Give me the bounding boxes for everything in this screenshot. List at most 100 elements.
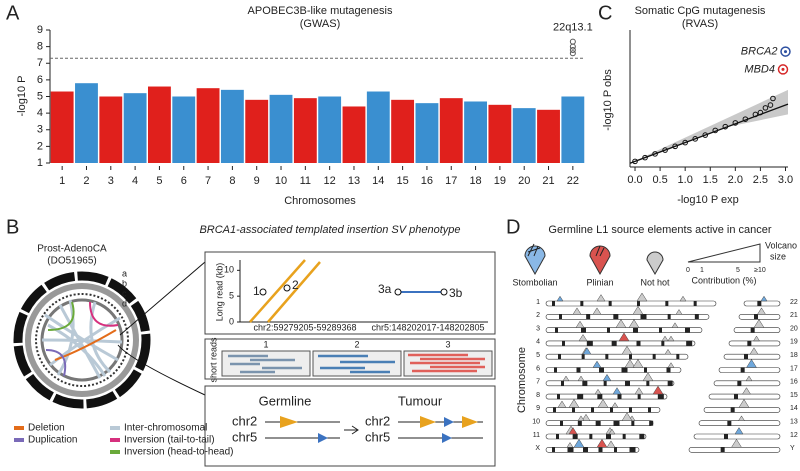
volcano bbox=[566, 442, 574, 448]
chromosome-peak bbox=[366, 91, 390, 163]
x-tick-label: 9 bbox=[254, 175, 260, 187]
volcano bbox=[602, 373, 612, 382]
band bbox=[603, 380, 607, 386]
volcano bbox=[742, 387, 751, 395]
chromosome-peak bbox=[512, 108, 536, 163]
arrow bbox=[344, 425, 359, 435]
band bbox=[633, 327, 638, 333]
state-label: Germline bbox=[259, 393, 312, 408]
legend-icon bbox=[524, 245, 546, 276]
volcano bbox=[572, 307, 582, 315]
chart-subtitle: (GWAS) bbox=[300, 18, 341, 30]
y-axis-label: -log10 P bbox=[16, 76, 28, 117]
band bbox=[625, 380, 630, 386]
chromosome-peak bbox=[439, 98, 463, 163]
volcano bbox=[757, 307, 766, 315]
volcano bbox=[621, 412, 633, 421]
band bbox=[610, 407, 613, 413]
volcano bbox=[636, 292, 648, 302]
callout bbox=[117, 344, 206, 396]
volcano bbox=[738, 398, 750, 408]
volcano bbox=[611, 402, 619, 408]
volcano bbox=[577, 415, 585, 421]
read bbox=[318, 354, 395, 374]
legend-swatch bbox=[14, 438, 24, 442]
ring-label: d bbox=[122, 298, 127, 308]
volcano bbox=[734, 427, 744, 435]
x-label: chr5:148202017-148202805 bbox=[371, 322, 484, 332]
chromosome-peak bbox=[318, 96, 342, 163]
ideogram-ring bbox=[13, 271, 151, 409]
band bbox=[657, 394, 664, 400]
legend-label: Not hot bbox=[640, 277, 670, 287]
x-tick-label: 6 bbox=[181, 175, 187, 187]
chromosome-peak bbox=[561, 96, 585, 163]
point-label: 3a bbox=[378, 282, 392, 296]
track-title: 3 bbox=[445, 339, 450, 349]
band bbox=[666, 367, 671, 373]
panel-d: Germline L1 source elements active in ca… bbox=[512, 224, 798, 453]
band bbox=[652, 354, 656, 360]
band bbox=[747, 340, 752, 346]
x-axis-label: Chromosomes bbox=[284, 195, 356, 207]
chromosome-label: 17 bbox=[790, 365, 798, 372]
chord bbox=[47, 301, 75, 331]
alignment bbox=[249, 259, 321, 323]
band bbox=[553, 407, 556, 413]
legend-label: Inversion (tail-to-tail) bbox=[124, 435, 215, 446]
band bbox=[611, 340, 617, 346]
chromosome-label: 14 bbox=[790, 405, 798, 412]
chromosome-label: Y bbox=[790, 445, 795, 452]
chromosome bbox=[713, 380, 781, 387]
x-tick-label: 0.0 bbox=[627, 174, 642, 186]
point bbox=[682, 139, 688, 146]
chart-subtitle: (RVAS) bbox=[682, 18, 718, 30]
point bbox=[394, 288, 402, 296]
scale-tick: ≥10 bbox=[754, 267, 766, 274]
chromosome bbox=[545, 367, 682, 373]
band bbox=[661, 340, 665, 346]
chromosome-peak bbox=[50, 91, 74, 163]
band bbox=[556, 434, 559, 439]
band bbox=[676, 354, 680, 360]
band bbox=[629, 447, 636, 453]
band bbox=[724, 434, 728, 439]
band bbox=[572, 407, 575, 413]
chromosome bbox=[703, 407, 781, 413]
panel-label: B bbox=[6, 216, 19, 238]
volcano bbox=[661, 335, 669, 342]
band bbox=[720, 447, 725, 453]
chromosome-peak bbox=[196, 88, 220, 163]
band bbox=[572, 434, 578, 439]
x-tick-label: 3.0 bbox=[778, 174, 793, 186]
legend-icon bbox=[589, 245, 611, 276]
y-tick-label: 2 bbox=[37, 140, 43, 152]
ring-label: a bbox=[122, 268, 127, 278]
chord bbox=[89, 301, 119, 327]
chromosome-label: 21 bbox=[790, 312, 798, 319]
y-axis-label: Long read (kb) bbox=[214, 263, 224, 322]
x-tick-label: 18 bbox=[469, 175, 481, 187]
chromosome-peak bbox=[537, 109, 560, 163]
legend-label: Stombolian bbox=[512, 277, 557, 287]
point bbox=[762, 105, 769, 111]
highlight-ring bbox=[777, 64, 789, 75]
sample-id: (DO51965) bbox=[47, 256, 96, 267]
point bbox=[742, 116, 749, 122]
legend-swatch bbox=[14, 426, 24, 430]
legend: Deletion Duplication Inter-chromosomal I… bbox=[14, 423, 234, 458]
band bbox=[667, 380, 673, 386]
band bbox=[586, 340, 593, 346]
y-axis-label: Chromosome bbox=[516, 347, 528, 413]
volcano bbox=[753, 335, 760, 342]
band bbox=[554, 367, 557, 373]
chromosome bbox=[723, 353, 781, 360]
panel-label: A bbox=[6, 2, 20, 24]
band bbox=[727, 420, 732, 426]
point bbox=[632, 158, 638, 165]
x-tick-label: 20 bbox=[518, 175, 530, 187]
point bbox=[642, 154, 648, 161]
chromosome-label: X bbox=[535, 445, 540, 452]
point-label: 2 bbox=[292, 278, 299, 292]
